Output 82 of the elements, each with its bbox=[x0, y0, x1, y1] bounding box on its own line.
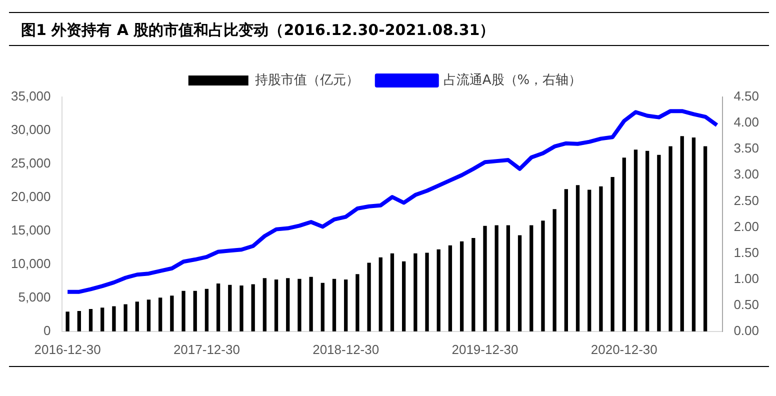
bar bbox=[158, 298, 162, 332]
x-tick-label: 2019-12-30 bbox=[452, 342, 518, 357]
bar bbox=[251, 284, 255, 332]
bar bbox=[506, 225, 510, 332]
bar bbox=[576, 185, 580, 332]
bar bbox=[88, 308, 93, 332]
bar bbox=[588, 190, 592, 332]
x-tick-label: 2016-12-30 bbox=[34, 342, 101, 357]
bar bbox=[66, 312, 70, 332]
y2-tick-label: 3.50 bbox=[734, 140, 760, 156]
bar bbox=[646, 150, 650, 332]
bar bbox=[100, 308, 104, 332]
bar bbox=[657, 154, 661, 332]
bar bbox=[332, 278, 336, 332]
bar bbox=[274, 280, 278, 332]
bar bbox=[77, 310, 81, 332]
bar bbox=[552, 209, 556, 332]
x-tick-label: 2017-12-30 bbox=[173, 342, 240, 357]
bar bbox=[564, 189, 568, 332]
bar bbox=[356, 274, 360, 332]
bar bbox=[112, 306, 116, 332]
y2-tick-label: 2.50 bbox=[734, 192, 760, 208]
bar bbox=[193, 290, 197, 332]
x-tick-label: 2020-12-30 bbox=[590, 342, 658, 357]
bar bbox=[703, 146, 708, 332]
bar bbox=[262, 278, 267, 332]
bar bbox=[124, 304, 128, 332]
bar bbox=[530, 225, 534, 332]
bar bbox=[204, 288, 209, 332]
bar bbox=[182, 290, 186, 332]
bar bbox=[309, 276, 313, 332]
bar bbox=[680, 136, 684, 332]
bar bbox=[146, 300, 151, 332]
bar bbox=[692, 138, 696, 332]
bar bbox=[135, 302, 139, 332]
bar bbox=[414, 253, 418, 332]
y-tick-label: 25,000 bbox=[10, 156, 51, 171]
y-tick-label: 35,000 bbox=[10, 88, 51, 104]
y-tick-label: 30,000 bbox=[10, 122, 51, 138]
bar bbox=[668, 146, 672, 332]
y2-tick-label: 2.00 bbox=[734, 218, 760, 234]
bar bbox=[483, 226, 487, 332]
y-tick-label: 10,000 bbox=[10, 256, 51, 272]
bar bbox=[344, 280, 348, 332]
bar bbox=[378, 257, 382, 332]
bar bbox=[320, 282, 324, 332]
bar bbox=[367, 262, 371, 332]
bar bbox=[610, 177, 614, 332]
bar bbox=[448, 245, 452, 332]
bar bbox=[494, 225, 498, 332]
bar bbox=[286, 278, 290, 332]
bar bbox=[634, 150, 638, 332]
y2-tick-label: 1.50 bbox=[734, 244, 760, 260]
bar bbox=[541, 220, 545, 332]
x-tick-label: 2018-12-30 bbox=[312, 342, 380, 357]
y-tick-label: 20,000 bbox=[10, 189, 51, 204]
y2-tick-label: 0.00 bbox=[734, 322, 760, 338]
bar bbox=[460, 241, 464, 332]
legend-label: 占流通A股（%，右轴） bbox=[443, 72, 582, 88]
bar bbox=[599, 186, 603, 332]
bar bbox=[228, 284, 232, 332]
bar bbox=[425, 252, 429, 332]
bar bbox=[216, 284, 220, 332]
bar bbox=[240, 286, 244, 332]
y2-tick-label: 0.50 bbox=[734, 296, 760, 312]
bar bbox=[402, 261, 406, 332]
y-tick-label: 5,000 bbox=[18, 289, 51, 304]
legend-label: 持股市值（亿元） bbox=[254, 72, 359, 88]
y2-tick-label: 3.00 bbox=[734, 166, 760, 182]
y2-tick-label: 4.50 bbox=[734, 88, 760, 104]
bar bbox=[472, 238, 476, 332]
bar bbox=[622, 158, 626, 332]
y2-tick-label: 1.00 bbox=[734, 270, 760, 286]
bar bbox=[390, 253, 394, 332]
chart-title: 图1 外资持有 A 股的市值和占比变动（2016.12.30-2021.08.31） bbox=[9, 12, 769, 46]
bar bbox=[436, 249, 440, 332]
y-tick-label: 0 bbox=[44, 322, 51, 338]
bar bbox=[298, 278, 302, 332]
y-tick-label: 15,000 bbox=[10, 222, 51, 238]
bar bbox=[170, 296, 174, 332]
bar bbox=[518, 235, 522, 332]
y2-tick-label: 4.00 bbox=[734, 114, 760, 130]
